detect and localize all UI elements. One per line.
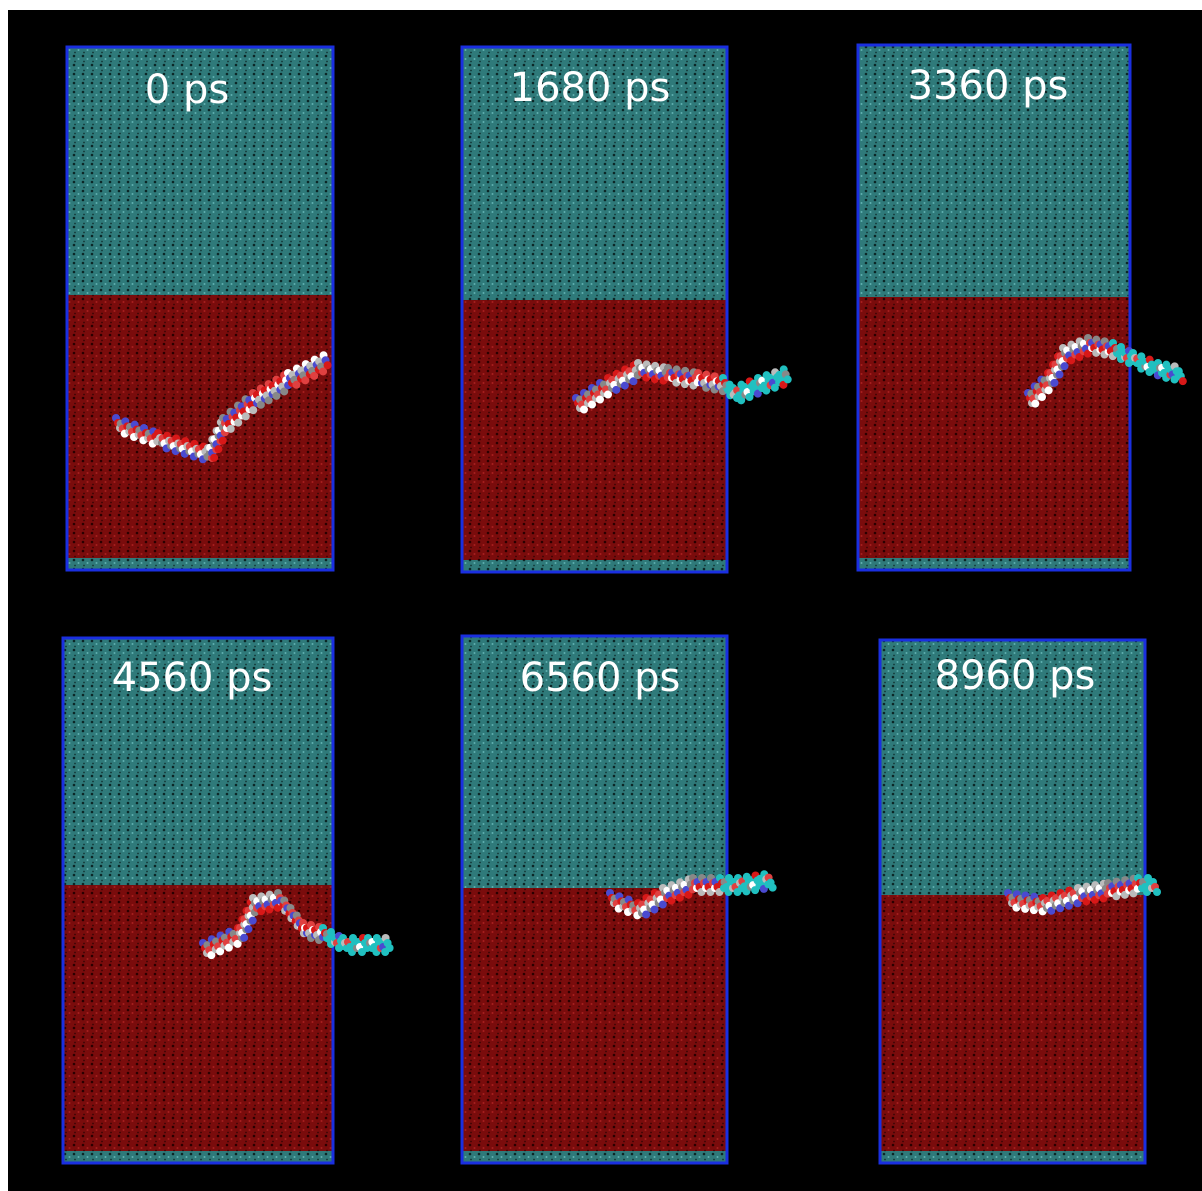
oil-phase [462, 888, 727, 1151]
time-label: 6560 ps [520, 655, 681, 701]
top-margin [0, 0, 1202, 10]
atom [227, 425, 235, 433]
atom [386, 944, 394, 952]
oil-phase [462, 300, 727, 560]
atom [1153, 888, 1161, 896]
time-label: 1680 ps [510, 65, 671, 111]
panel: 4560 ps [63, 638, 394, 1163]
atom [244, 925, 252, 933]
time-label: 0 ps [145, 67, 229, 113]
bottom-layer [858, 558, 1130, 570]
atom [1031, 400, 1039, 408]
atom [1061, 362, 1069, 370]
panel: 3360 ps [858, 45, 1187, 570]
bottom-layer [462, 1151, 727, 1163]
oil-phase [880, 895, 1145, 1151]
atom [240, 934, 248, 942]
atom [1179, 377, 1187, 385]
panel: 8960 ps [880, 640, 1161, 1163]
atom [1045, 386, 1053, 394]
simulation-snapshots: 0 ps 1680 ps 3360 ps 4560 ps 6560 ps 8960 ps [0, 0, 1202, 1191]
panel: 1680 ps [462, 47, 792, 572]
atom [210, 454, 218, 462]
oil-phase [63, 885, 333, 1151]
atom [249, 406, 257, 414]
atom [219, 437, 227, 445]
atom [1056, 371, 1064, 379]
page: 0 ps1680 ps3360 ps4560 ps6560 ps8960 ps … [0, 0, 1202, 1191]
time-label: 8960 ps [935, 653, 1096, 699]
bottom-layer [63, 1151, 333, 1163]
atom [769, 884, 777, 892]
atom [249, 917, 257, 925]
time-label: 4560 ps [112, 655, 273, 701]
atom [324, 361, 332, 369]
atom [784, 375, 792, 383]
left-margin [0, 0, 8, 1191]
atom [1051, 379, 1059, 387]
atom [214, 445, 222, 453]
bottom-layer [67, 558, 333, 570]
atom [1038, 393, 1046, 401]
atom [234, 419, 242, 427]
time-label: 3360 ps [908, 63, 1069, 109]
bottom-layer [462, 560, 727, 572]
atom [242, 412, 250, 420]
panel: 0 ps [67, 47, 333, 570]
bottom-layer [880, 1151, 1145, 1163]
panel: 6560 ps [462, 636, 777, 1163]
oil-phase [67, 295, 333, 558]
